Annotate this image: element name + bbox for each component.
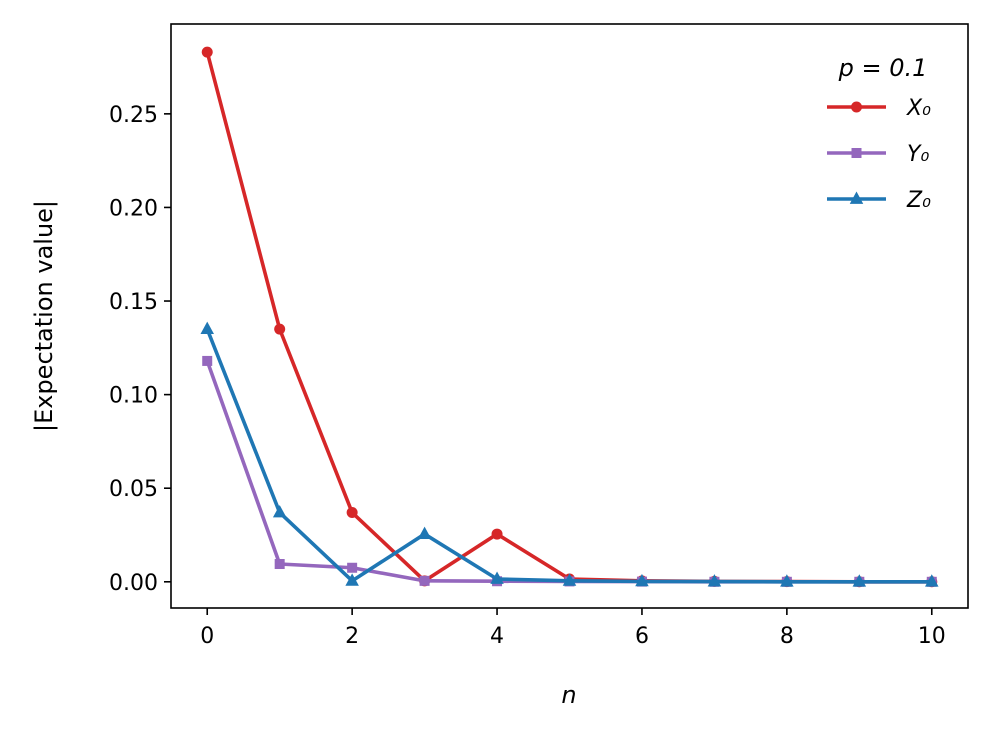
- x-tick-label: 2: [345, 624, 359, 649]
- legend-entry: X₀: [827, 96, 931, 121]
- y-axis-label: |Expectation value|: [30, 200, 58, 432]
- data-point: [491, 528, 503, 540]
- data-point: [419, 575, 430, 586]
- data-point: [345, 573, 359, 586]
- legend-entry: Y₀: [827, 142, 929, 167]
- legend-marker: [851, 148, 862, 158]
- axes-frame: [170, 23, 969, 609]
- data-point: [274, 323, 286, 335]
- legend-label: X₀: [906, 96, 931, 121]
- y-tick-label: 0.15: [109, 290, 158, 315]
- x-tick-label: 0: [200, 624, 214, 649]
- x-tick-label: 6: [635, 624, 649, 649]
- data-point: [202, 355, 213, 366]
- legend-title: p = 0.1: [838, 54, 928, 82]
- legend-entry: Z₀: [827, 188, 931, 213]
- data-point: [347, 562, 358, 573]
- series-layer: [200, 46, 939, 588]
- data-point: [635, 573, 649, 587]
- data-point: [272, 505, 287, 518]
- y-tick-label: 0.00: [109, 571, 158, 596]
- data-point: [417, 526, 432, 539]
- x-tick-label: 8: [780, 624, 794, 649]
- y-tick-label: 0.25: [109, 103, 158, 128]
- y-tick-label: 0.05: [109, 477, 158, 502]
- data-point: [274, 559, 285, 570]
- legend-label: Y₀: [907, 142, 929, 167]
- data-point: [562, 573, 577, 586]
- data-point: [346, 507, 358, 519]
- legend-label: Z₀: [906, 188, 931, 213]
- data-point: [490, 571, 504, 584]
- legend-marker: [849, 191, 864, 204]
- data-point: [201, 46, 213, 58]
- series-2: [200, 321, 939, 587]
- legend-marker: [851, 101, 862, 113]
- data-point: [707, 574, 722, 587]
- axes-layer: 0 2 4 6 8 10 0.00 0.05 0.10 0.15 0.20 0.25: [109, 23, 969, 649]
- y-tick-label: 0.20: [109, 196, 158, 221]
- data-point: [925, 574, 939, 587]
- x-tick-label: 4: [490, 624, 504, 649]
- data-point: [852, 574, 867, 587]
- x-axis-label: n: [561, 681, 576, 709]
- data-point: [200, 321, 214, 334]
- legend: p = 0.1 X₀ Y₀ Z₀: [827, 54, 931, 213]
- y-tick-label: 0.10: [109, 384, 158, 409]
- x-tick-label: 10: [918, 624, 946, 649]
- data-point: [780, 574, 794, 587]
